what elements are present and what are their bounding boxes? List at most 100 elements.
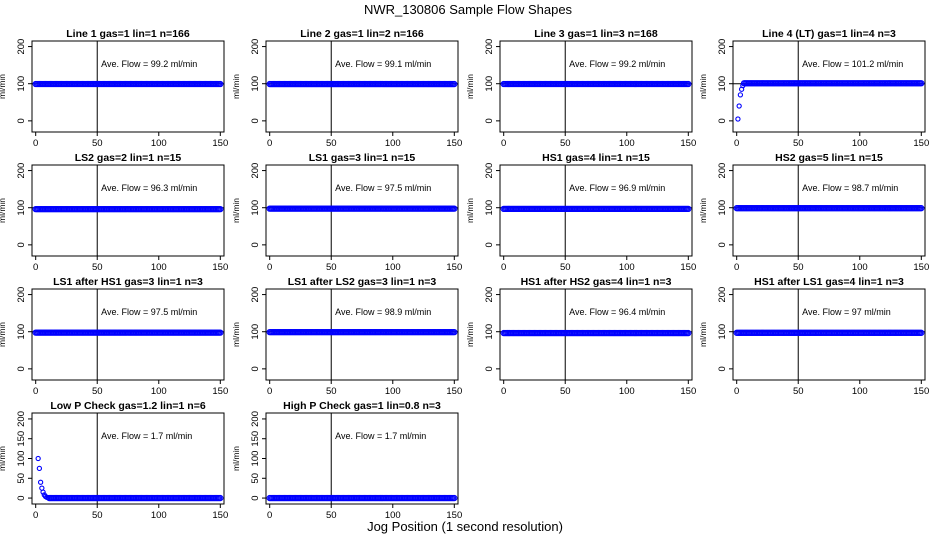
data-point — [918, 80, 925, 87]
plot-frame — [732, 40, 926, 133]
y-tick-label: 200 — [484, 39, 495, 55]
x-tick-label: 150 — [680, 386, 696, 397]
data-point — [451, 328, 458, 336]
data-point — [36, 465, 43, 472]
plot-frame — [31, 40, 225, 133]
y-axis-label: ml/min — [465, 198, 475, 223]
y-tick-label: 100 — [717, 76, 728, 92]
x-tick-label: 150 — [913, 138, 929, 149]
x-tick-label: 0 — [267, 510, 272, 521]
y-tick-label: 0 — [16, 495, 27, 500]
y-tick-label: 0 — [16, 366, 27, 371]
panel-title: HS1 gas=4 lin=1 n=15 — [542, 152, 650, 164]
flow-annotation: Ave. Flow = 97.5 ml/min — [101, 307, 197, 317]
flow-annotation: Ave. Flow = 97.5 ml/min — [335, 183, 431, 193]
y-axis-label: ml/min — [231, 446, 241, 471]
x-tick-label: 0 — [501, 262, 506, 273]
x-tick-label: 100 — [151, 138, 167, 149]
y-axis-label: ml/min — [0, 446, 7, 471]
y-tick-label: 100 — [250, 324, 261, 340]
y-axis-label: ml/min — [0, 198, 7, 223]
x-tick-label: 150 — [913, 386, 929, 397]
x-tick-label: 150 — [680, 262, 696, 273]
y-tick-label: 50 — [250, 473, 261, 484]
x-tick-label: 50 — [560, 138, 571, 149]
x-tick-label: 0 — [33, 386, 38, 397]
y-tick-label: 0 — [250, 366, 261, 371]
y-axis-label: ml/min — [0, 74, 7, 99]
x-tick-label: 50 — [793, 138, 804, 149]
x-tick-label: 0 — [734, 262, 739, 273]
chart-panel: HS1 after HS2 gas=4 lin=1 n=3 ml/min 0 50 10… — [465, 276, 696, 397]
y-tick-label: 200 — [717, 287, 728, 303]
x-tick-label: 100 — [619, 386, 635, 397]
data-point — [217, 205, 224, 213]
flow-annotation: Ave. Flow = 99.2 ml/min — [569, 59, 665, 69]
y-tick-label: 100 — [16, 451, 27, 467]
x-tick-label: 150 — [446, 262, 462, 273]
data-point — [451, 494, 458, 502]
y-tick-label: 200 — [16, 411, 27, 427]
y-tick-label: 200 — [717, 163, 728, 179]
y-tick-label: 100 — [484, 76, 495, 92]
flow-annotation: Ave. Flow = 98.9 ml/min — [335, 307, 431, 317]
y-tick-label: 200 — [16, 39, 27, 55]
y-tick-label: 200 — [16, 163, 27, 179]
y-tick-label: 0 — [16, 242, 27, 247]
x-tick-label: 100 — [151, 510, 167, 521]
data-point — [217, 494, 224, 502]
plot-frame — [499, 164, 693, 257]
chart-panel: LS1 after HS1 gas=3 lin=1 n=3 ml/min 0 50 10… — [0, 276, 228, 397]
x-tick-label: 150 — [446, 510, 462, 521]
flow-annotation: Ave. Flow = 96.3 ml/min — [101, 183, 197, 193]
flow-annotation: Ave. Flow = 1.7 ml/min — [101, 431, 192, 441]
data-point — [685, 329, 692, 337]
x-tick-label: 100 — [385, 138, 401, 149]
data-point — [40, 489, 46, 495]
y-tick-label: 0 — [250, 495, 261, 500]
x-tick-label: 50 — [92, 138, 103, 149]
x-tick-label: 100 — [385, 386, 401, 397]
x-tick-label: 100 — [852, 138, 868, 149]
y-tick-label: 0 — [717, 366, 728, 371]
x-tick-label: 50 — [92, 510, 103, 521]
x-tick-label: 50 — [92, 262, 103, 273]
x-tick-label: 0 — [267, 262, 272, 273]
data-point — [918, 205, 925, 212]
chart-panel: LS1 gas=3 lin=1 n=15 ml/min 0 50 100 150 0 100 2… — [231, 152, 462, 273]
flow-annotation: Ave. Flow = 96.4 ml/min — [569, 307, 665, 317]
plot-frame — [265, 164, 459, 257]
y-axis-label: ml/min — [698, 322, 708, 347]
x-tick-label: 100 — [151, 262, 167, 273]
y-tick-label: 100 — [717, 200, 728, 216]
x-tick-label: 0 — [33, 510, 38, 521]
y-tick-label: 200 — [16, 287, 27, 303]
y-axis-label: ml/min — [0, 322, 7, 347]
x-tick-label: 0 — [267, 138, 272, 149]
panel-title: HS1 after HS2 gas=4 lin=1 n=3 — [521, 276, 672, 288]
y-tick-label: 0 — [250, 242, 261, 247]
data-point — [735, 116, 741, 122]
plot-frame — [31, 164, 225, 257]
y-tick-label: 100 — [16, 324, 27, 340]
y-axis-label: ml/min — [231, 74, 241, 99]
plot-frame — [499, 40, 693, 133]
y-tick-label: 200 — [250, 287, 261, 303]
x-tick-label: 0 — [33, 138, 38, 149]
data-point — [736, 103, 742, 109]
y-tick-label: 0 — [484, 242, 495, 247]
panel-title: Low P Check gas=1.2 lin=1 n=6 — [50, 400, 205, 412]
panel-title: HS1 after LS1 gas=4 lin=1 n=3 — [754, 276, 904, 288]
x-tick-label: 150 — [913, 262, 929, 273]
y-axis-label: ml/min — [465, 74, 475, 99]
y-tick-label: 150 — [16, 431, 27, 447]
x-tick-label: 50 — [92, 386, 103, 397]
x-tick-label: 0 — [33, 262, 38, 273]
chart-panel: HS2 gas=5 lin=1 n=15 ml/min 0 50 100 150 0 100 2… — [698, 152, 929, 273]
panel-title: LS1 gas=3 lin=1 n=15 — [309, 152, 416, 164]
data-point — [217, 80, 224, 88]
y-axis-label: ml/min — [231, 198, 241, 223]
data-point — [737, 92, 744, 98]
x-tick-label: 0 — [734, 386, 739, 397]
